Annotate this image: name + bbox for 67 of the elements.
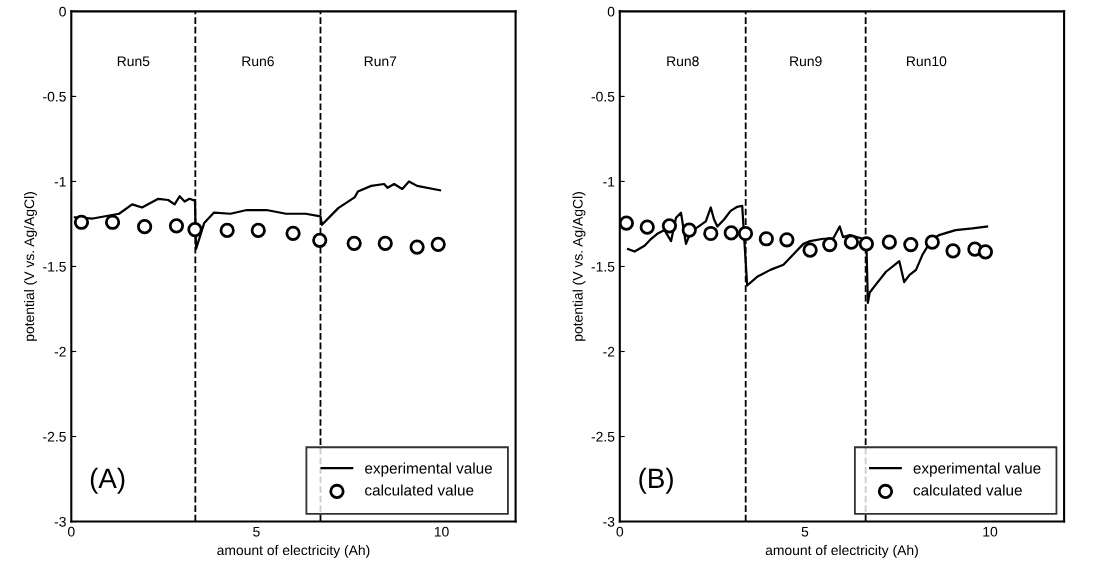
y-tick-label: -1	[54, 176, 66, 187]
point	[737, 225, 754, 242]
point	[430, 236, 446, 252]
annotation: (B)	[639, 467, 673, 494]
point	[73, 214, 90, 230]
x-axis-title: amount of electricity (Ah)	[217, 544, 370, 558]
y-tick-label: -1.5	[43, 261, 66, 272]
annotation: Run5	[117, 56, 150, 67]
point	[104, 214, 121, 230]
point	[312, 232, 328, 248]
y-tick-label: 0	[59, 6, 66, 17]
annotation: Run10	[907, 56, 947, 67]
point	[881, 234, 897, 250]
x-tick-label: 5	[253, 526, 260, 537]
y-tick-label: -2.5	[591, 431, 615, 442]
point	[822, 236, 838, 253]
x-tick-label: 10	[434, 526, 449, 537]
annotation: Run8	[667, 56, 699, 67]
legend-label: calculated value	[365, 484, 474, 496]
point	[903, 236, 919, 253]
y-tick-label: 0	[607, 6, 615, 17]
x-tick-label: 0	[67, 526, 75, 537]
point	[723, 225, 739, 241]
point	[219, 222, 235, 239]
y-tick-label: -1	[603, 176, 615, 187]
point	[802, 242, 818, 258]
y-tick-label: -2	[54, 346, 66, 357]
point	[843, 234, 859, 250]
point	[168, 218, 185, 234]
point	[924, 234, 940, 250]
annotation: Run9	[790, 56, 822, 67]
point	[758, 231, 774, 247]
annotation: (A)	[90, 467, 125, 494]
point	[639, 219, 655, 235]
y-tick-label: -1.5	[591, 261, 615, 272]
point	[858, 236, 874, 252]
point	[250, 222, 266, 239]
point	[977, 244, 994, 260]
point	[945, 243, 961, 259]
annotation: Run6	[242, 56, 274, 67]
x-tick-label: 10	[983, 526, 998, 537]
point	[681, 222, 697, 238]
point	[137, 219, 153, 235]
y-tick-label: -0.5	[591, 91, 615, 102]
y-tick-label: -2.5	[43, 431, 66, 442]
x-tick-label: 0	[616, 526, 624, 537]
point	[285, 225, 301, 241]
point	[619, 215, 634, 231]
legend-label: experimental value	[365, 462, 492, 477]
y-axis-title: potential (V vs. Ag/AgCl)	[572, 192, 586, 341]
y-tick-label: -3	[603, 516, 615, 527]
legend-label: experimental value	[913, 462, 1041, 477]
y-tick-label: -0.5	[43, 91, 66, 102]
legend-label: calculated value	[913, 484, 1022, 496]
point	[187, 221, 203, 238]
y-tick-label: -2	[603, 346, 615, 357]
y-tick-label: -3	[54, 516, 66, 527]
point	[703, 225, 719, 242]
point	[377, 235, 393, 251]
x-axis-title: amount of electricity (Ah)	[765, 544, 918, 558]
point	[779, 232, 795, 248]
annotation: Run7	[364, 56, 397, 67]
point	[409, 239, 425, 255]
x-tick-label: 5	[801, 526, 809, 537]
point	[661, 218, 678, 234]
point	[346, 235, 362, 251]
y-axis-title: potential (V vs. Ag/AgCl)	[24, 192, 37, 341]
